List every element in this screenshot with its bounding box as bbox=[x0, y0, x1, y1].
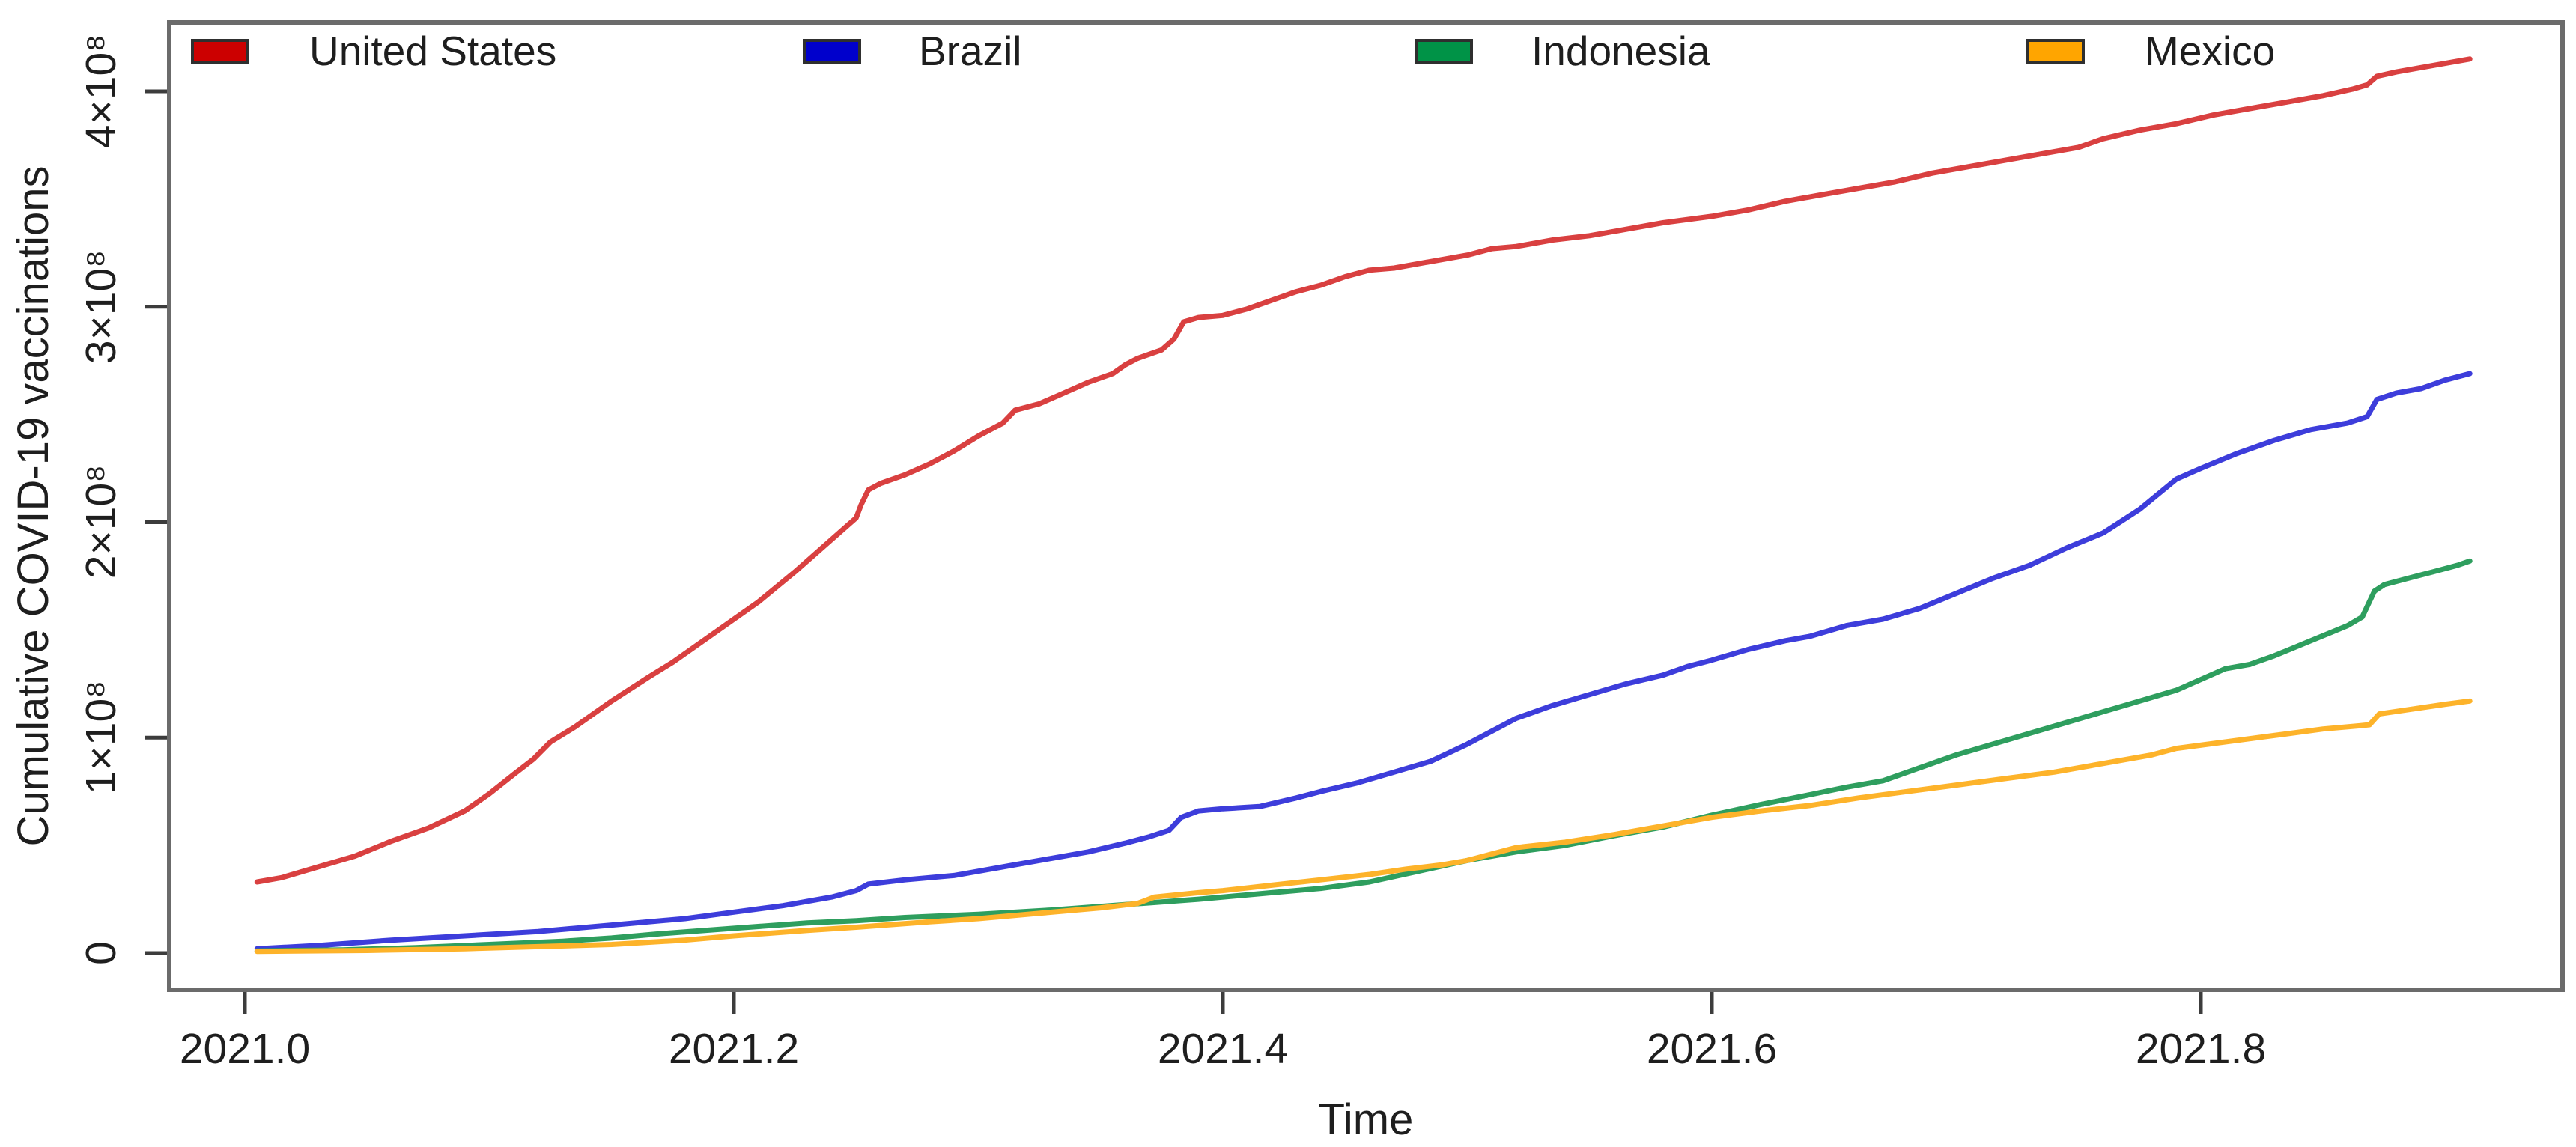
legend-label-mexico: Mexico bbox=[2145, 28, 2276, 74]
series-line-mexico bbox=[254, 698, 2473, 955]
legend-swatch-brazil bbox=[803, 39, 861, 64]
y-tick-label-4e8: 4×10⁸ bbox=[77, 34, 125, 149]
x-tick-label-2021-2: 2021.2 bbox=[668, 1025, 800, 1073]
plot-border bbox=[167, 20, 2565, 992]
x-tick-label-2021-0: 2021.0 bbox=[179, 1025, 311, 1073]
x-axis-title: Time bbox=[1318, 1095, 1414, 1144]
x-tick-label-2021-4: 2021.4 bbox=[1157, 1025, 1289, 1073]
legend-label-united-states: United States bbox=[309, 28, 557, 74]
legend-swatch-mexico bbox=[2026, 39, 2085, 64]
legend-label-indonesia: Indonesia bbox=[1531, 28, 1710, 74]
legend-swatch-indonesia bbox=[1415, 39, 1473, 64]
legend-label-brazil: Brazil bbox=[919, 28, 1022, 74]
series-line-united-states bbox=[254, 56, 2473, 885]
series-line-indonesia bbox=[254, 558, 2473, 954]
y-axis-title: Cumulative COVID-19 vaccinations bbox=[9, 165, 58, 847]
x-tick-label-2021-6: 2021.6 bbox=[1646, 1025, 1778, 1073]
x-tick-label-2021-8: 2021.8 bbox=[2135, 1025, 2267, 1073]
legend-swatch-united-states bbox=[191, 39, 249, 64]
series-line-brazil bbox=[254, 371, 2473, 952]
